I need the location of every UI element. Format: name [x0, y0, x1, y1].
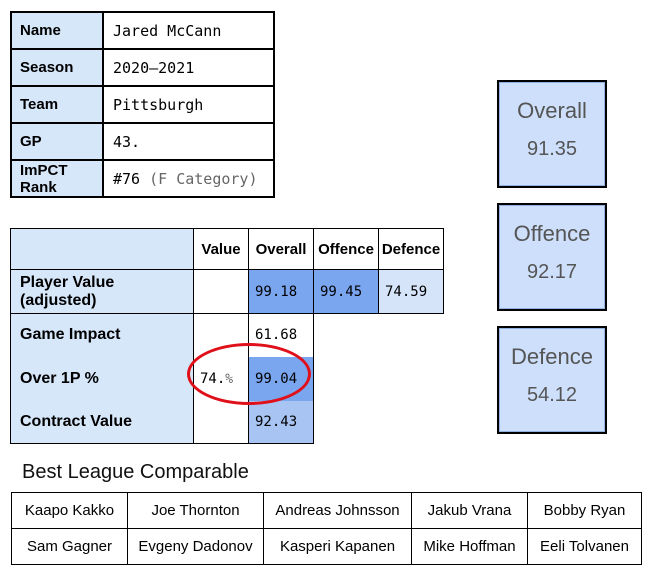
info-value: #76 (F Category) [102, 159, 275, 198]
player-value-defence: 74.59 [378, 269, 444, 314]
comparable-player: Sam Gagner [11, 528, 128, 565]
info-row-name: Name Jared McCann [10, 11, 275, 50]
header-defence: Defence [378, 228, 444, 270]
label-contract: Contract Value [10, 400, 194, 444]
comparable-player: Joe Thornton [127, 492, 264, 529]
header-value: Value [193, 228, 249, 270]
comparable-player: Bobby Ryan [527, 492, 642, 529]
info-row-rank: ImPCT Rank #76 (F Category) [10, 159, 275, 198]
info-value: Jared McCann [102, 11, 275, 50]
comparable-player: Kasperi Kapanen [263, 528, 412, 565]
player-value-overall: 99.18 [248, 269, 314, 314]
score-offence: Offence 92.17 [497, 203, 607, 311]
label-over1p: Over 1P % [10, 356, 194, 401]
score-overall: Overall 91.35 [497, 80, 607, 188]
info-value: 2020–2021 [102, 48, 275, 87]
comparable-player: Andreas Johnsson [263, 492, 412, 529]
score-value: 91.35 [526, 138, 578, 160]
empty-space [313, 313, 444, 357]
info-key: Season [10, 48, 104, 87]
info-row-team: Team Pittsburgh [10, 85, 275, 124]
info-key: Name [10, 11, 104, 50]
comparable-player: Mike Hoffman [411, 528, 528, 565]
player-value-blank [193, 269, 249, 314]
score-title: Offence [513, 221, 591, 246]
info-value: Pittsburgh [102, 85, 275, 124]
score-defence: Defence 54.12 [497, 326, 607, 434]
comparable-player: Evgeny Dadonov [127, 528, 264, 565]
score-value: 92.17 [526, 261, 578, 283]
label-game-impact: Game Impact [10, 313, 194, 357]
info-key: Team [10, 85, 104, 124]
info-row-gp: GP 43. [10, 122, 275, 161]
info-key: ImPCT Rank [10, 159, 104, 198]
info-row-season: Season 2020–2021 [10, 48, 275, 87]
score-title: Defence [511, 344, 593, 369]
comparable-player: Jakub Vrana [411, 492, 528, 529]
stats-table: Value Overall Offence Defence Player Val… [10, 228, 444, 444]
rank-category: (F Category) [149, 169, 258, 188]
comparable-title: Best League Comparable [22, 461, 249, 483]
player-info-table: Name Jared McCann Season 2020–2021 Team … [10, 11, 275, 198]
comparable-player: Kaapo Kakko [11, 492, 128, 529]
label-player-value: Player Value (adjusted) [10, 269, 194, 314]
info-key: GP [10, 122, 104, 161]
rank-number: #76 [113, 169, 141, 188]
header-offence: Offence [313, 228, 379, 270]
header-overall: Overall [248, 228, 314, 270]
highlight-ring [187, 343, 311, 405]
score-value: 54.12 [526, 384, 578, 406]
player-value-offence: 99.45 [313, 269, 379, 314]
comparable-player: Eeli Tolvanen [527, 528, 642, 565]
contract-overall: 92.43 [248, 400, 314, 444]
comparable-table: Kaapo Kakko Joe Thornton Andreas Johnsso… [11, 492, 642, 565]
comparable-row: Kaapo Kakko Joe Thornton Andreas Johnsso… [11, 492, 642, 529]
empty-space [313, 356, 444, 401]
stats-header-row: Value Overall Offence Defence [10, 228, 444, 270]
row-player-value: Player Value (adjusted) 99.18 99.45 74.5… [10, 269, 444, 314]
score-title: Overall [517, 98, 587, 123]
row-contract: Contract Value 92.43 [10, 400, 444, 444]
comparable-row: Sam Gagner Evgeny Dadonov Kasperi Kapane… [11, 528, 642, 565]
info-value: 43. [102, 122, 275, 161]
empty-space [313, 400, 444, 444]
stats-header-blank [10, 228, 194, 270]
